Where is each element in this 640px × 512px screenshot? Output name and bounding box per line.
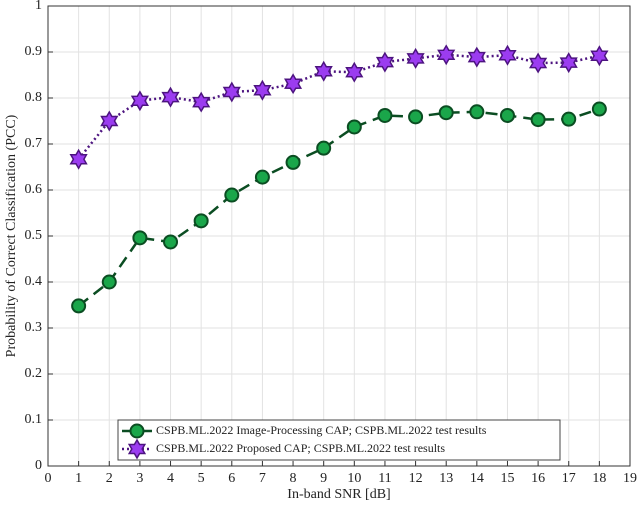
y-axis-label: Probability of Correct Classification (P… — [4, 114, 19, 357]
marker — [224, 187, 240, 203]
marker — [132, 230, 148, 246]
marker — [530, 112, 546, 128]
marker — [127, 438, 147, 460]
marker — [529, 52, 548, 74]
marker — [192, 91, 211, 113]
y-tick-label: 0.8 — [25, 90, 43, 105]
marker — [590, 45, 609, 67]
marker — [467, 46, 486, 68]
marker — [163, 234, 179, 250]
marker — [71, 298, 87, 314]
marker — [316, 140, 332, 156]
marker — [591, 101, 607, 117]
y-tick-label: 0.1 — [25, 412, 43, 427]
legend-box — [117, 419, 561, 461]
x-tick-label: 19 — [623, 471, 637, 486]
x-tick-label: 1 — [75, 471, 82, 486]
y-tick-label: 0.5 — [25, 228, 43, 243]
y-tick-label: 0.3 — [25, 320, 43, 335]
marker — [437, 44, 456, 66]
marker — [438, 105, 454, 121]
x-tick-label: 13 — [439, 471, 453, 486]
marker — [193, 213, 209, 229]
marker — [101, 274, 117, 290]
series-line — [77, 107, 600, 307]
x-tick-label: 5 — [198, 471, 205, 486]
legend-label: CSPB.ML.2022 Proposed CAP; CSPB.ML.2022 … — [156, 441, 445, 455]
x-tick-label: 9 — [320, 471, 327, 486]
x-tick-label: 14 — [470, 471, 484, 486]
y-tick-label: 0.7 — [25, 136, 43, 151]
plot-frame — [47, 5, 631, 467]
x-tick-label: 16 — [531, 471, 545, 486]
x-tick-label: 0 — [45, 471, 52, 486]
x-tick-label: 3 — [136, 471, 143, 486]
y-tick-label: 0.6 — [25, 182, 43, 197]
y-tick-label: 0.9 — [25, 44, 43, 59]
x-tick-label: 10 — [347, 471, 361, 486]
y-tick-label: 0.2 — [25, 366, 43, 381]
x-tick-label: 7 — [259, 471, 266, 486]
x-tick-label: 2 — [106, 471, 113, 486]
x-tick-label: 11 — [378, 471, 391, 486]
marker — [253, 79, 272, 101]
marker — [375, 51, 394, 73]
marker — [130, 90, 149, 112]
x-tick-label: 15 — [500, 471, 514, 486]
x-tick-label: 12 — [409, 471, 423, 486]
x-axis-label: In-band SNR [dB] — [287, 487, 390, 502]
legend-label: CSPB.ML.2022 Image-Processing CAP; CSPB.… — [156, 423, 487, 437]
x-tick-label: 4 — [167, 471, 174, 486]
x-tick-label: 6 — [228, 471, 235, 486]
marker — [559, 52, 578, 74]
marker — [561, 111, 577, 127]
x-tick-label: 17 — [562, 471, 576, 486]
y-tick-label: 1 — [35, 0, 42, 13]
marker — [254, 169, 270, 185]
marker — [498, 44, 517, 66]
marker — [222, 81, 241, 103]
marker — [469, 104, 485, 120]
marker — [346, 119, 362, 135]
marker — [377, 107, 393, 123]
x-tick-label: 18 — [592, 471, 606, 486]
marker — [129, 423, 145, 439]
marker — [499, 107, 515, 123]
y-tick-label: 0.4 — [25, 274, 43, 289]
marker — [345, 61, 364, 83]
y-tick-label: 0 — [35, 458, 42, 473]
marker — [69, 148, 88, 170]
marker — [285, 154, 301, 170]
legend: CSPB.ML.2022 Image-Processing CAP; CSPB.… — [117, 419, 561, 461]
marker — [408, 109, 424, 125]
marker — [314, 60, 333, 82]
marker — [100, 110, 119, 132]
marker — [161, 86, 180, 108]
marker — [284, 73, 303, 95]
x-tick-label: 8 — [290, 471, 297, 486]
marker — [406, 47, 425, 69]
